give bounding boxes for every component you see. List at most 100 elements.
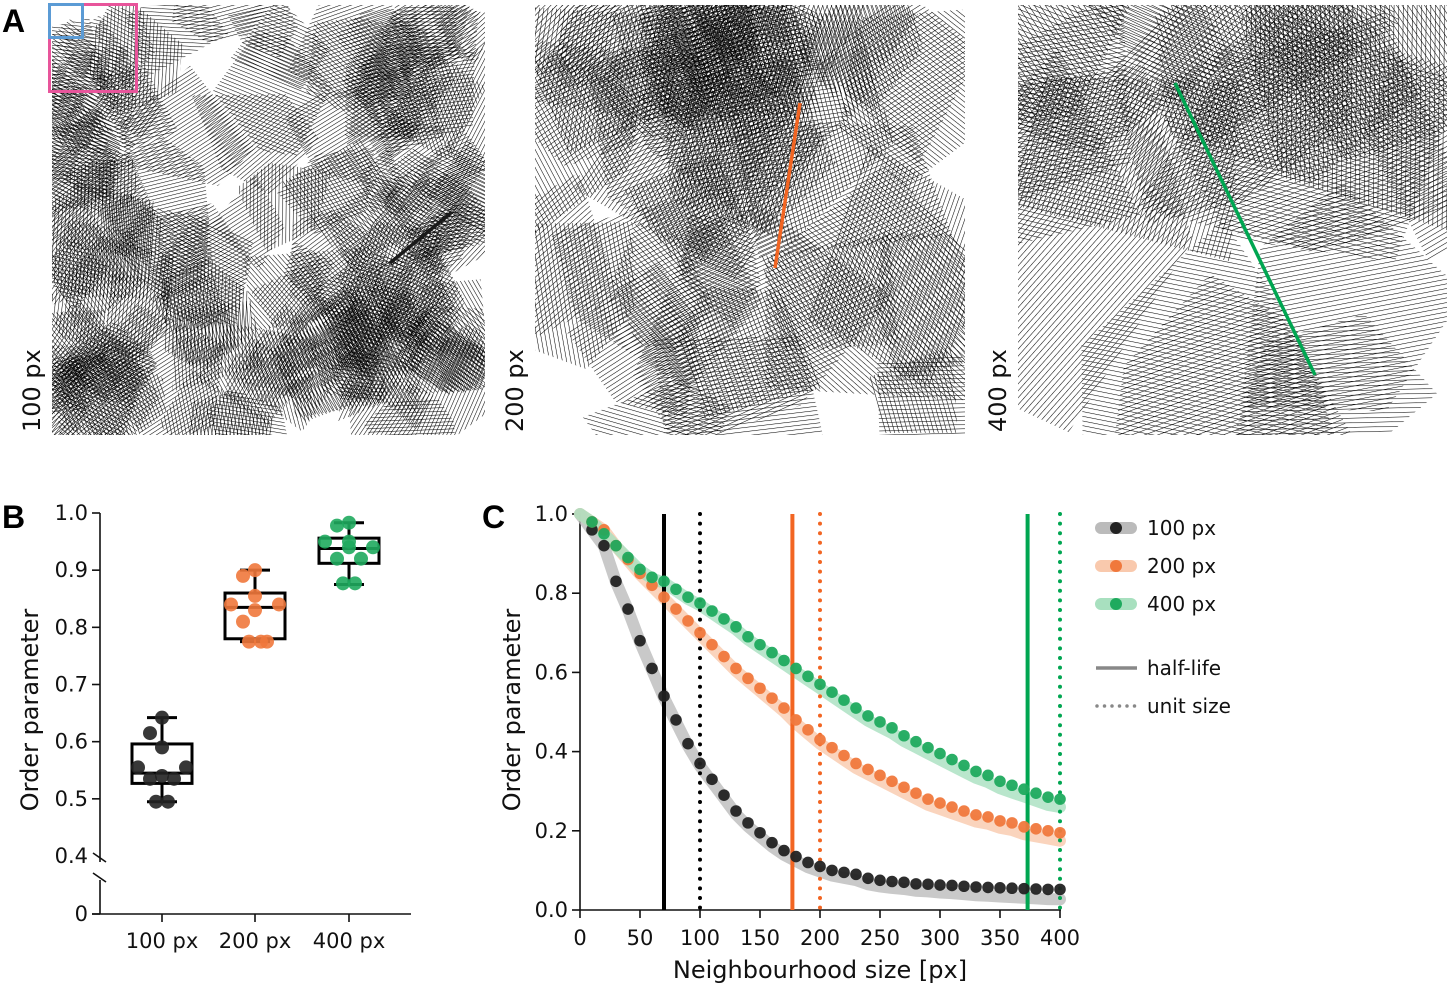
data-point (898, 876, 910, 889)
data-point (802, 724, 814, 736)
y-tick-label: 0.5 (55, 787, 88, 811)
data-point (898, 729, 910, 742)
data-point (946, 801, 958, 813)
axis-break-mark (92, 852, 107, 863)
legend-point-swatch (1110, 598, 1122, 610)
data-point (898, 781, 910, 794)
data-point (236, 568, 250, 583)
data-point (622, 551, 634, 564)
data-point (718, 789, 730, 801)
data-point (910, 787, 922, 799)
data-point (342, 515, 356, 530)
hatched-image-2: 200 px (501, 5, 965, 435)
data-point (1030, 883, 1042, 895)
data-point (658, 690, 670, 702)
data-point (1054, 826, 1066, 839)
data-point (318, 534, 332, 549)
y-tick-label: 0.6 (55, 730, 88, 754)
y-tick-label: 0.2 (535, 819, 568, 843)
data-point (634, 563, 646, 576)
data-point (336, 576, 350, 591)
data-point (610, 575, 622, 588)
series-400px (586, 516, 1066, 805)
x-tick-label: 200 (800, 926, 840, 950)
x-tick-label: 150 (740, 926, 780, 950)
data-point (994, 882, 1006, 894)
data-point (1042, 825, 1054, 837)
inset-square-small (48, 3, 84, 39)
correlation-length-line (388, 210, 454, 265)
data-point (778, 844, 790, 857)
y-tick-label: 0.4 (55, 844, 88, 868)
hatched-patch (1018, 5, 1131, 123)
data-point (718, 650, 730, 663)
data-point (254, 634, 268, 649)
data-point (838, 694, 850, 706)
axis-break-mark (92, 872, 107, 883)
scale-label: 400 px (984, 349, 1012, 432)
data-point (634, 634, 646, 647)
hatched-image-3: 400 px (984, 5, 1447, 435)
data-point (179, 760, 193, 775)
data-point (994, 775, 1006, 788)
data-point (242, 634, 256, 649)
data-point (646, 571, 658, 584)
data-point (814, 733, 826, 746)
panel-b-label: B (2, 499, 25, 535)
hatched-image-1: 100 px (18, 5, 485, 435)
data-point (149, 794, 163, 809)
data-point (155, 710, 169, 725)
data-point (958, 759, 970, 772)
panel-a: 100 px 200 px 400 px (18, 3, 1447, 435)
data-point (802, 670, 814, 683)
hatched-patch (1150, 9, 1447, 262)
data-point (766, 836, 778, 849)
legend-point-swatch (1110, 522, 1122, 534)
data-point (694, 597, 706, 609)
data-point (850, 702, 862, 714)
y-tick-label: 0 (75, 902, 88, 926)
legend-entry: 400 px (1147, 592, 1216, 616)
data-point (766, 646, 778, 659)
legend-entry: 200 px (1147, 554, 1216, 578)
data-point (910, 878, 922, 890)
x-tick-label: 350 (980, 926, 1020, 950)
data-point (742, 672, 754, 685)
data-point (1006, 817, 1018, 829)
box-200px (223, 563, 287, 649)
hatched-patch (808, 143, 965, 389)
data-point (826, 864, 838, 877)
data-point (586, 516, 598, 528)
x-tick-label: 300 (920, 926, 960, 950)
data-point (354, 551, 368, 566)
data-point (742, 630, 754, 643)
data-point (970, 809, 982, 821)
data-point (982, 769, 994, 782)
x-tick-label: 400 px (313, 929, 386, 953)
hatched-patch (582, 379, 731, 435)
hatched-patch (1018, 64, 1193, 433)
data-point (730, 805, 742, 817)
data-point (814, 860, 826, 873)
data-point (143, 726, 157, 741)
data-point (742, 817, 754, 829)
data-point (348, 576, 362, 591)
data-point (155, 740, 169, 755)
x-tick-label: 0 (573, 926, 586, 950)
series-100px (586, 524, 1066, 896)
data-point (167, 771, 181, 786)
data-point (982, 811, 994, 823)
data-point (248, 603, 262, 618)
box-100px (130, 710, 194, 809)
data-point (598, 539, 610, 552)
data-point (958, 805, 970, 817)
hatched-patch (62, 159, 139, 225)
legend-half-life: half-life (1147, 656, 1221, 680)
x-tick-label: 250 (860, 926, 900, 950)
data-point (1030, 787, 1042, 799)
data-point (874, 716, 886, 728)
data-point (886, 875, 898, 888)
hatched-patch (436, 324, 485, 394)
data-point (730, 621, 742, 633)
